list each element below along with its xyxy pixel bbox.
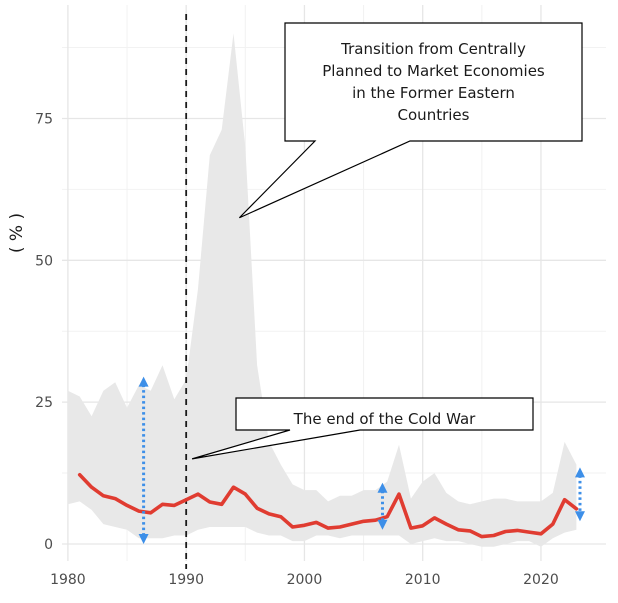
median-line-layer [77,473,579,539]
x-tick-label: 1980 [50,572,86,588]
annotation-text-transition: Countries [398,106,470,124]
range-arrow-head-up [377,482,388,493]
annotation-text-transition: in the Former Eastern [352,84,515,102]
range-arrow-head-down [574,511,585,522]
y-tick-label: 50 [35,253,53,269]
annotations-layer: Transition from Centrally Planned to Mark… [191,22,583,460]
annotation-text-transition: Planned to Market Economies [322,62,545,80]
annotation-text-transition: Transition from Centrally [340,40,526,58]
x-tick-label: 2020 [523,572,559,588]
range-arrow-head-down [377,519,388,530]
range-band-layer [67,33,577,547]
y-tick-label: 75 [35,111,53,127]
x-tick-label: 1990 [168,572,204,588]
range-arrows-layer [138,376,585,544]
annotation-callout-transition [238,22,583,219]
y-axis-tick-labels: 0 25 50 75 [35,111,53,553]
x-axis-tick-labels: 1980 1990 2000 2010 2020 [50,572,559,588]
y-tick-label: 0 [44,537,53,553]
range-arrow-head-down [138,533,149,544]
median-series-line [77,473,579,539]
range-band-area [67,33,577,547]
y-axis-label: ( % ) [7,213,27,253]
annotation-callout-coldwar [191,397,534,460]
x-tick-label: 2000 [287,572,323,588]
x-tick-label: 2010 [405,572,441,588]
annotation-text-coldwar: The end of the Cold War [293,410,476,428]
range-arrow-head-up [138,376,149,387]
y-tick-label: 25 [35,395,53,411]
range-arrow-head-up [574,467,585,478]
